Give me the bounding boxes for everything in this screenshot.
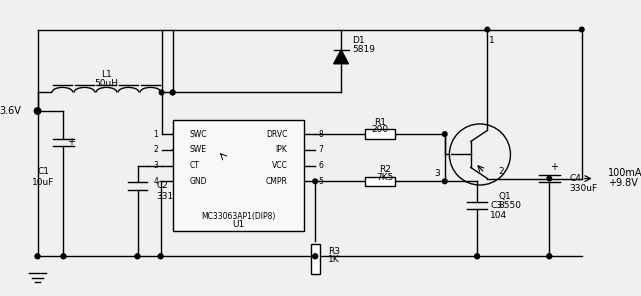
Text: 7K5: 7K5 bbox=[376, 173, 394, 182]
Circle shape bbox=[171, 90, 175, 95]
Circle shape bbox=[61, 254, 66, 259]
Text: 6: 6 bbox=[319, 161, 323, 170]
Circle shape bbox=[547, 254, 552, 259]
Text: 330uF: 330uF bbox=[570, 184, 598, 193]
Text: SWE: SWE bbox=[189, 145, 206, 154]
Text: R1: R1 bbox=[374, 118, 386, 127]
Polygon shape bbox=[334, 50, 349, 64]
Text: C4: C4 bbox=[570, 174, 581, 183]
Text: 3.6V: 3.6V bbox=[0, 106, 21, 116]
Circle shape bbox=[35, 254, 40, 259]
Text: 3: 3 bbox=[154, 161, 158, 170]
Text: 4: 4 bbox=[154, 177, 158, 186]
Circle shape bbox=[475, 254, 479, 259]
Text: C3: C3 bbox=[490, 201, 502, 210]
Text: 2: 2 bbox=[499, 167, 504, 176]
Text: 10uF: 10uF bbox=[32, 178, 54, 187]
Circle shape bbox=[135, 254, 140, 259]
Circle shape bbox=[135, 254, 140, 259]
Text: 1: 1 bbox=[154, 130, 158, 139]
Text: VCC: VCC bbox=[272, 161, 287, 170]
Circle shape bbox=[171, 90, 175, 95]
Text: 50uH: 50uH bbox=[94, 79, 119, 88]
Text: R3: R3 bbox=[328, 247, 340, 256]
Text: 8550: 8550 bbox=[499, 201, 521, 210]
Text: 2: 2 bbox=[154, 145, 158, 154]
Circle shape bbox=[313, 254, 317, 259]
Text: 1K: 1K bbox=[328, 255, 340, 263]
Text: U1: U1 bbox=[232, 220, 244, 229]
Text: R2: R2 bbox=[379, 165, 390, 174]
Text: GND: GND bbox=[189, 177, 207, 186]
Text: +: + bbox=[67, 136, 75, 147]
Circle shape bbox=[313, 254, 317, 259]
Bar bbox=[365, 177, 395, 186]
Bar bbox=[310, 244, 320, 274]
Circle shape bbox=[35, 109, 40, 113]
Text: 5: 5 bbox=[319, 177, 323, 186]
Circle shape bbox=[442, 132, 447, 136]
Circle shape bbox=[61, 254, 66, 259]
Text: 8: 8 bbox=[319, 130, 323, 139]
Text: 1: 1 bbox=[489, 36, 495, 45]
Text: MC33063AP1(DIP8): MC33063AP1(DIP8) bbox=[201, 212, 276, 221]
Circle shape bbox=[313, 179, 317, 184]
Circle shape bbox=[579, 27, 584, 32]
Text: C2: C2 bbox=[156, 181, 168, 190]
Text: Q1: Q1 bbox=[499, 192, 511, 201]
Text: C1: C1 bbox=[37, 167, 49, 176]
Circle shape bbox=[158, 254, 163, 259]
Text: 100mA: 100mA bbox=[608, 168, 641, 178]
Text: 5819: 5819 bbox=[352, 45, 375, 54]
Text: 7: 7 bbox=[319, 145, 323, 154]
Circle shape bbox=[158, 254, 163, 259]
Text: 104: 104 bbox=[490, 211, 507, 220]
Circle shape bbox=[159, 90, 164, 95]
Text: +: + bbox=[550, 162, 558, 171]
Text: D1: D1 bbox=[352, 36, 365, 45]
Text: SWC: SWC bbox=[189, 130, 207, 139]
Text: 331: 331 bbox=[156, 192, 173, 201]
Circle shape bbox=[485, 27, 490, 32]
Text: CT: CT bbox=[189, 161, 199, 170]
Text: CMPR: CMPR bbox=[265, 177, 287, 186]
Text: +9.8V: +9.8V bbox=[608, 178, 638, 188]
Circle shape bbox=[475, 254, 479, 259]
Bar bbox=[365, 129, 395, 139]
Circle shape bbox=[35, 254, 40, 259]
Text: L1: L1 bbox=[101, 70, 112, 79]
Circle shape bbox=[547, 254, 552, 259]
Text: IPK: IPK bbox=[276, 145, 287, 154]
Text: DRVC: DRVC bbox=[266, 130, 287, 139]
Text: 3: 3 bbox=[435, 169, 440, 178]
Bar bbox=[172, 120, 304, 231]
Circle shape bbox=[547, 176, 552, 181]
Text: 200: 200 bbox=[371, 125, 388, 134]
Circle shape bbox=[442, 179, 447, 184]
